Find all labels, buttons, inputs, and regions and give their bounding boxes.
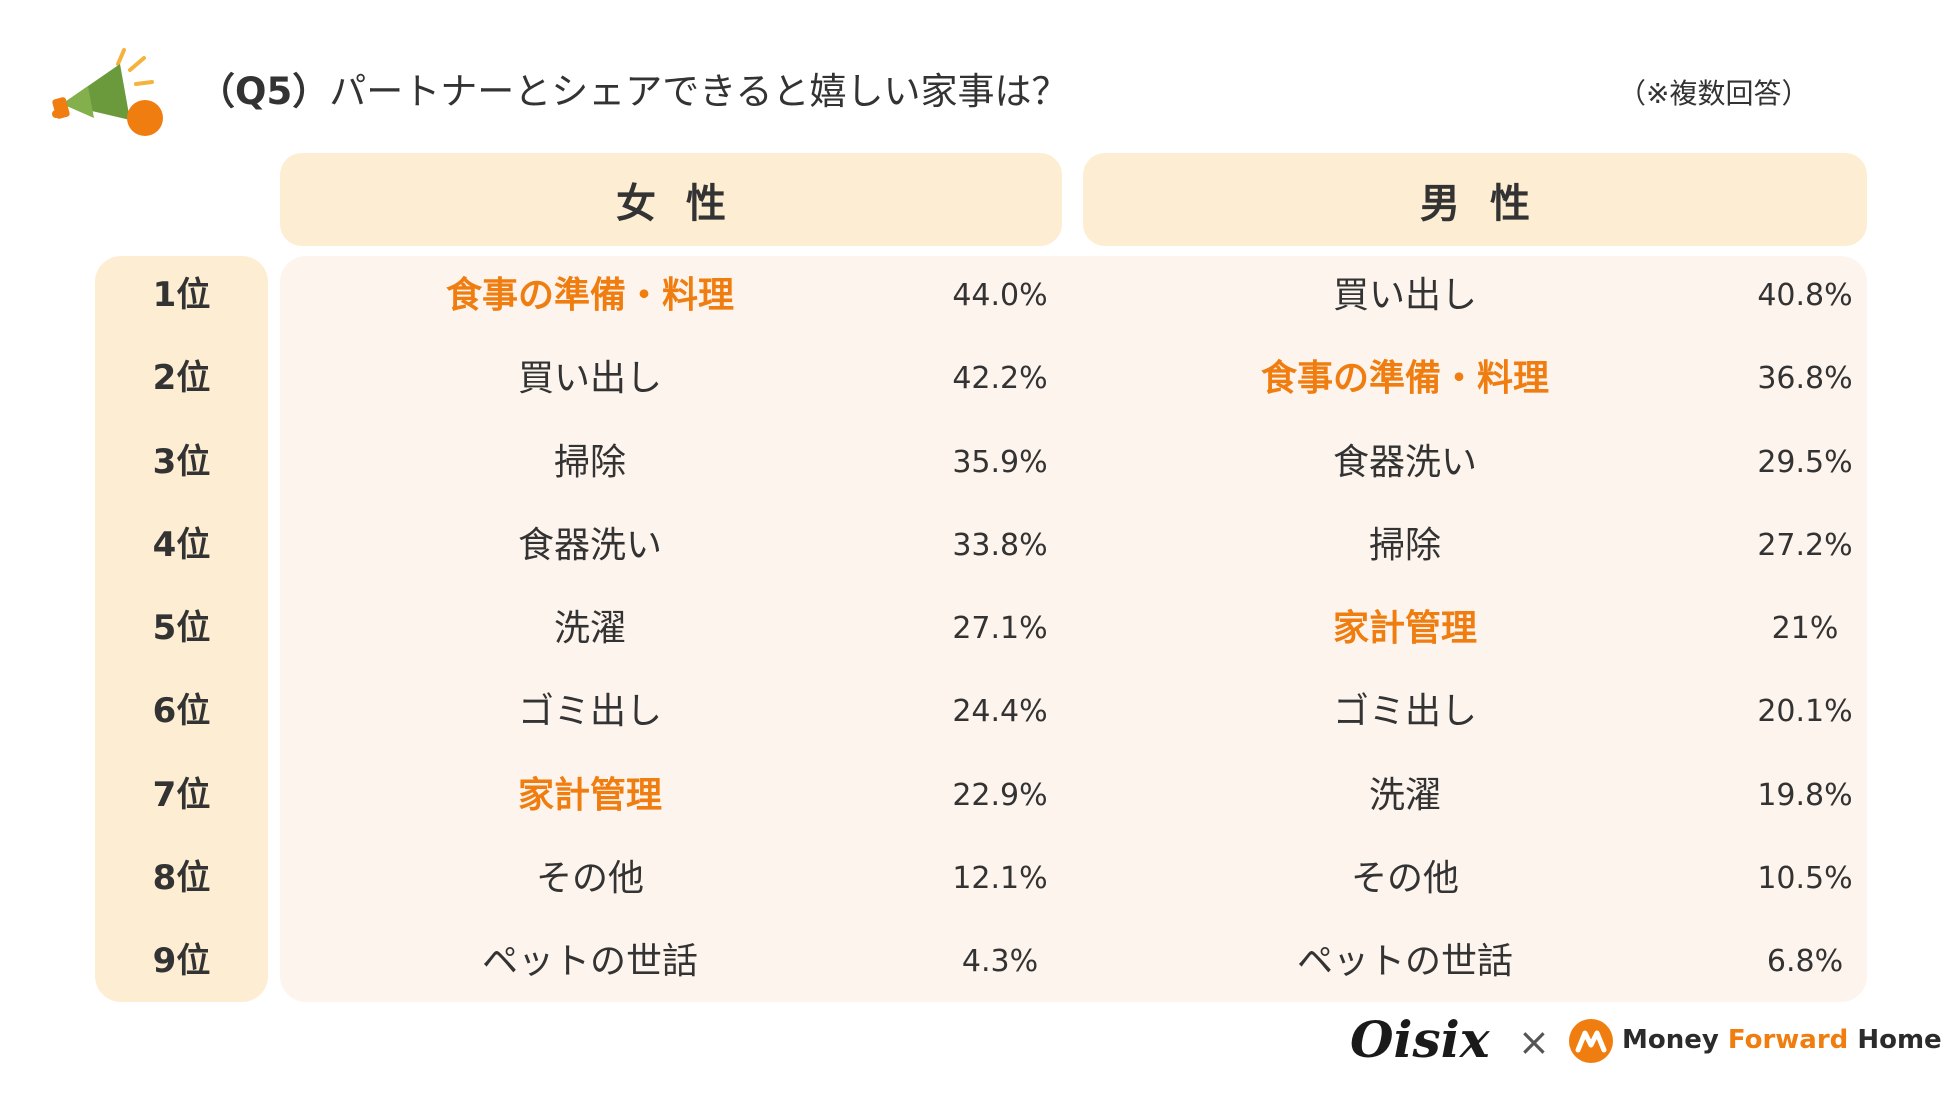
female-item: 洗濯: [553, 608, 626, 649]
rank-label: 2位: [152, 358, 211, 399]
ranking-table-panel: [280, 256, 1867, 1002]
female-percentage: 33.8%: [952, 527, 1048, 563]
question-number: （Q5）: [198, 70, 330, 113]
table-row: 7位 家計管理 22.9% 洗濯 19.8%: [0, 754, 1950, 837]
female-percentage: 4.3%: [961, 944, 1039, 979]
rank-label: 5位: [152, 608, 211, 648]
table-row: 2位 買い出し 42.2% 食事の準備・料理 36.8%: [0, 337, 1950, 420]
column-header-female: 女性: [280, 153, 1062, 246]
question-text: パートナーとシェアできると嬉しい家事は？: [329, 70, 1069, 113]
male-percentage: 21%: [1771, 611, 1839, 646]
table-row: 8位 その他 12.1% その他 10.5%: [0, 837, 1950, 920]
male-item: 家計管理: [1332, 608, 1477, 649]
column-header-male: 男性: [1083, 153, 1867, 246]
page-title: （Q5）パートナーとシェアできると嬉しい家事は？: [198, 62, 1068, 122]
table-row: 9位 ペットの世話 4.3% ペットの世話 6.8%: [0, 920, 1950, 1003]
table-row: 5位 洗濯 27.1% 家計管理 21%: [0, 587, 1950, 670]
male-item: 買い出し: [1332, 275, 1477, 316]
table-row: 3位 掃除 35.9% 食器洗い 29.5%: [0, 421, 1950, 504]
female-item: その他: [535, 857, 644, 899]
table-row: 6位 ゴミ出し 24.4% ゴミ出し 20.1%: [0, 670, 1950, 753]
male-item: その他: [1350, 857, 1459, 899]
money-forward-logo-icon: [1569, 1019, 1613, 1063]
megaphone-icon: [52, 48, 163, 136]
male-percentage: 36.8%: [1757, 361, 1853, 397]
male-item: 洗濯: [1368, 774, 1441, 816]
male-percentage: 27.2%: [1757, 527, 1853, 563]
male-percentage: 40.8%: [1757, 278, 1853, 313]
table-row: 1位 食事の準備・料理 44.0% 買い出し 40.8%: [0, 254, 1950, 337]
female-item: 掃除: [553, 441, 626, 483]
rank-label: 3位: [152, 441, 211, 482]
rank-label: 9位: [152, 941, 211, 981]
female-percentage: 44.0%: [952, 278, 1048, 313]
female-item: 買い出し: [517, 358, 662, 400]
rank-label: 4位: [152, 524, 211, 565]
female-percentage: 27.1%: [952, 611, 1048, 646]
male-percentage: 20.1%: [1757, 694, 1853, 730]
female-item: ゴミ出し: [517, 691, 662, 733]
table-row: 4位 食器洗い 33.8% 掃除 27.2%: [0, 504, 1950, 587]
rank-label: 7位: [152, 774, 211, 815]
male-item: ペットの世話: [1296, 941, 1513, 982]
male-item: 食器洗い: [1332, 441, 1477, 483]
female-percentage: 12.1%: [952, 860, 1048, 896]
female-percentage: 42.2%: [952, 361, 1048, 397]
multiple-answer-note: （※複数回答）: [1618, 77, 1810, 110]
female-item: 食器洗い: [517, 524, 662, 566]
collab-separator: ×: [1518, 1020, 1550, 1064]
female-item: ペットの世話: [481, 941, 698, 982]
female-item: 食事の準備・料理: [445, 275, 734, 316]
rank-column-panel: [95, 256, 268, 1002]
male-item: ゴミ出し: [1332, 691, 1477, 733]
female-item: 家計管理: [517, 774, 662, 816]
rank-label: 1位: [152, 275, 211, 315]
oisix-logo: Oisix: [1350, 1010, 1490, 1069]
rank-label: 8位: [152, 857, 211, 898]
male-item: 食事の準備・料理: [1260, 358, 1549, 400]
male-percentage: 6.8%: [1766, 944, 1844, 979]
male-percentage: 29.5%: [1757, 444, 1853, 480]
male-percentage: 19.8%: [1757, 777, 1853, 813]
rank-label: 6位: [152, 691, 211, 732]
female-percentage: 35.9%: [952, 444, 1048, 480]
female-percentage: 24.4%: [952, 694, 1048, 730]
female-percentage: 22.9%: [952, 777, 1048, 813]
money-forward-home-logo: Money Forward Home: [1622, 1025, 1942, 1055]
footer-logos: Oisix × Money Forward Home: [1350, 1005, 1942, 1075]
male-percentage: 10.5%: [1757, 860, 1853, 896]
male-item: 掃除: [1368, 524, 1441, 566]
